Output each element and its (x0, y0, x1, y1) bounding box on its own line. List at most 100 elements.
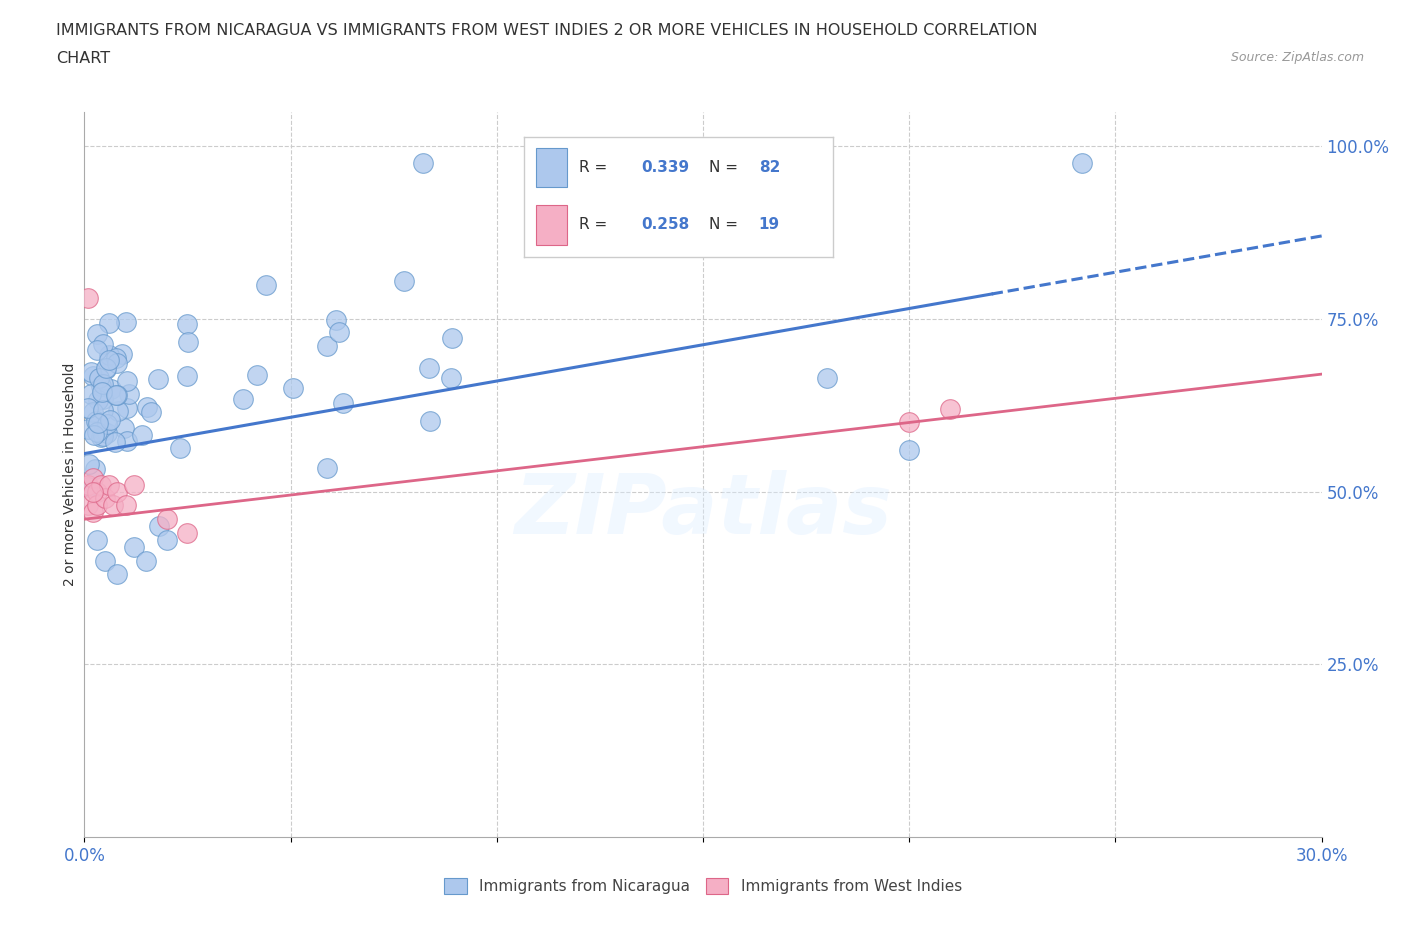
Point (316, 339, 339, 353)
Point (94, 361, 117, 376)
Point (97, 352, 120, 367)
Point (176, 316, 198, 331)
Point (98, 477, 121, 492)
Point (104, 388, 127, 403)
Point (392, 273, 415, 288)
Point (115, 314, 138, 329)
Point (84, 462, 107, 477)
Y-axis label: 2 or more Vehicles in Household: 2 or more Vehicles in Household (63, 363, 77, 586)
Point (84, 413, 107, 428)
Point (77, 477, 100, 492)
Point (177, 335, 200, 350)
Point (148, 371, 170, 386)
Point (122, 539, 145, 554)
Text: IMMIGRANTS FROM NICARAGUA VS IMMIGRANTS FROM WEST INDIES 2 OR MORE VEHICLES IN H: IMMIGRANTS FROM NICARAGUA VS IMMIGRANTS … (56, 23, 1038, 38)
Point (86, 498, 108, 512)
Point (105, 485, 128, 499)
Text: ZIPatlas: ZIPatlas (515, 470, 891, 551)
Point (98, 413, 121, 428)
Point (325, 313, 347, 328)
Point (117, 401, 139, 416)
Point (105, 388, 128, 403)
Point (156, 512, 179, 526)
Point (82, 485, 104, 499)
Point (83, 428, 105, 443)
Point (98, 315, 121, 330)
Point (90, 477, 112, 492)
Point (815, 370, 838, 385)
Text: CHART: CHART (56, 51, 110, 66)
Point (114, 498, 136, 512)
Point (86, 342, 108, 357)
Point (315, 460, 337, 475)
Point (77, 291, 100, 306)
Point (82, 405, 104, 419)
Point (939, 401, 962, 416)
Point (80, 365, 103, 379)
Text: Source: ZipAtlas.com: Source: ZipAtlas.com (1230, 51, 1364, 64)
Point (139, 405, 162, 419)
Point (89, 370, 111, 385)
Point (176, 368, 198, 383)
Point (86, 327, 108, 342)
Point (104, 351, 127, 365)
Point (440, 371, 463, 386)
Point (86, 425, 108, 440)
Point (90, 430, 112, 445)
Point (82, 368, 104, 383)
Point (117, 387, 139, 402)
Point (96, 417, 118, 432)
Point (418, 361, 440, 376)
Point (80, 387, 103, 402)
Point (232, 392, 254, 406)
Point (90, 379, 112, 393)
Point (103, 498, 125, 512)
Point (77, 480, 100, 495)
Point (419, 414, 441, 429)
Point (135, 553, 157, 568)
Point (87, 416, 110, 431)
Point (1071, 156, 1094, 171)
Point (82, 471, 104, 485)
Point (111, 347, 134, 362)
Point (254, 277, 277, 292)
Point (898, 443, 921, 458)
Point (91, 377, 114, 392)
Point (169, 440, 191, 455)
Point (105, 356, 128, 371)
Point (98, 347, 121, 362)
Point (82, 505, 104, 520)
Point (77, 457, 100, 472)
Point (91, 392, 114, 406)
Point (104, 434, 127, 449)
Point (115, 434, 138, 449)
Point (87, 392, 110, 407)
Legend: Immigrants from Nicaragua, Immigrants from West Indies: Immigrants from Nicaragua, Immigrants fr… (436, 870, 970, 902)
Point (176, 525, 198, 540)
Point (86, 485, 108, 499)
Point (283, 381, 305, 396)
Point (112, 421, 135, 436)
Point (131, 428, 153, 443)
Point (86, 533, 108, 548)
Point (94, 360, 117, 375)
Point (94, 491, 117, 506)
Point (91, 428, 114, 443)
Point (328, 325, 350, 339)
Point (898, 415, 921, 430)
Point (91, 336, 114, 351)
Point (105, 567, 128, 582)
Point (412, 156, 434, 171)
Point (107, 404, 129, 418)
Point (77, 401, 100, 416)
Point (96, 426, 118, 441)
Point (122, 477, 145, 492)
Point (156, 533, 179, 548)
Point (91, 385, 114, 400)
Point (135, 399, 157, 414)
Point (100, 381, 122, 396)
Point (115, 373, 138, 388)
Point (245, 367, 267, 382)
Point (332, 396, 354, 411)
Point (441, 330, 464, 345)
